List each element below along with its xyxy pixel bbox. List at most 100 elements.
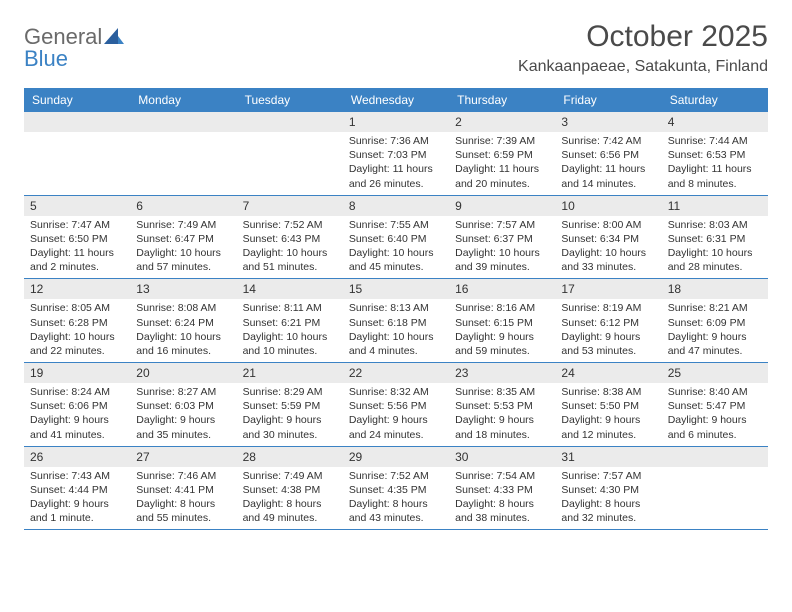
weeks-container: 1Sunrise: 7:36 AMSunset: 7:03 PMDaylight… bbox=[24, 112, 768, 530]
day-cell: 21Sunrise: 8:29 AMSunset: 5:59 PMDayligh… bbox=[237, 363, 343, 446]
daylight-text: Daylight: 8 hours and 32 minutes. bbox=[561, 497, 655, 525]
month-title: October 2025 bbox=[518, 20, 768, 54]
daylight-text: Daylight: 11 hours and 20 minutes. bbox=[455, 162, 549, 190]
daylight-text: Daylight: 10 hours and 39 minutes. bbox=[455, 246, 549, 274]
day-cell: 16Sunrise: 8:16 AMSunset: 6:15 PMDayligh… bbox=[449, 279, 555, 362]
daylight-text: Daylight: 9 hours and 41 minutes. bbox=[30, 413, 124, 441]
daylight-text: Daylight: 10 hours and 16 minutes. bbox=[136, 330, 230, 358]
sunrise-text: Sunrise: 7:52 AM bbox=[243, 218, 337, 232]
daylight-text: Daylight: 8 hours and 38 minutes. bbox=[455, 497, 549, 525]
day-number: 22 bbox=[343, 363, 449, 383]
day-number: 28 bbox=[237, 447, 343, 467]
day-header-mon: Monday bbox=[130, 88, 236, 112]
day-cell: 3Sunrise: 7:42 AMSunset: 6:56 PMDaylight… bbox=[555, 112, 661, 195]
day-number: 12 bbox=[24, 279, 130, 299]
day-number: 20 bbox=[130, 363, 236, 383]
day-cell: 22Sunrise: 8:32 AMSunset: 5:56 PMDayligh… bbox=[343, 363, 449, 446]
day-number: 7 bbox=[237, 196, 343, 216]
daylight-text: Daylight: 10 hours and 57 minutes. bbox=[136, 246, 230, 274]
day-body: Sunrise: 7:43 AMSunset: 4:44 PMDaylight:… bbox=[24, 467, 130, 530]
day-body: Sunrise: 8:24 AMSunset: 6:06 PMDaylight:… bbox=[24, 383, 130, 446]
day-number: 1 bbox=[343, 112, 449, 132]
day-cell: 13Sunrise: 8:08 AMSunset: 6:24 PMDayligh… bbox=[130, 279, 236, 362]
sunset-text: Sunset: 4:38 PM bbox=[243, 483, 337, 497]
day-number: 9 bbox=[449, 196, 555, 216]
day-cell bbox=[662, 447, 768, 530]
daylight-text: Daylight: 9 hours and 30 minutes. bbox=[243, 413, 337, 441]
day-header-sun: Sunday bbox=[24, 88, 130, 112]
title-block: October 2025 Kankaanpaeae, Satakunta, Fi… bbox=[518, 20, 768, 76]
day-number: 31 bbox=[555, 447, 661, 467]
day-body bbox=[662, 467, 768, 473]
day-number: 21 bbox=[237, 363, 343, 383]
day-body: Sunrise: 7:57 AMSunset: 4:30 PMDaylight:… bbox=[555, 467, 661, 530]
daylight-text: Daylight: 9 hours and 53 minutes. bbox=[561, 330, 655, 358]
day-cell: 8Sunrise: 7:55 AMSunset: 6:40 PMDaylight… bbox=[343, 196, 449, 279]
sunrise-text: Sunrise: 8:35 AM bbox=[455, 385, 549, 399]
day-cell: 29Sunrise: 7:52 AMSunset: 4:35 PMDayligh… bbox=[343, 447, 449, 530]
day-cell: 1Sunrise: 7:36 AMSunset: 7:03 PMDaylight… bbox=[343, 112, 449, 195]
day-number: 17 bbox=[555, 279, 661, 299]
sunset-text: Sunset: 6:50 PM bbox=[30, 232, 124, 246]
day-cell: 2Sunrise: 7:39 AMSunset: 6:59 PMDaylight… bbox=[449, 112, 555, 195]
sunset-text: Sunset: 4:30 PM bbox=[561, 483, 655, 497]
daylight-text: Daylight: 8 hours and 55 minutes. bbox=[136, 497, 230, 525]
sunrise-text: Sunrise: 7:57 AM bbox=[455, 218, 549, 232]
sunset-text: Sunset: 6:15 PM bbox=[455, 316, 549, 330]
sunset-text: Sunset: 6:21 PM bbox=[243, 316, 337, 330]
day-body: Sunrise: 8:16 AMSunset: 6:15 PMDaylight:… bbox=[449, 299, 555, 362]
sunset-text: Sunset: 6:34 PM bbox=[561, 232, 655, 246]
header-row: General Blue October 2025 Kankaanpaeae, … bbox=[24, 20, 768, 76]
day-body: Sunrise: 8:00 AMSunset: 6:34 PMDaylight:… bbox=[555, 216, 661, 279]
day-number: 30 bbox=[449, 447, 555, 467]
day-body: Sunrise: 8:29 AMSunset: 5:59 PMDaylight:… bbox=[237, 383, 343, 446]
day-body: Sunrise: 8:21 AMSunset: 6:09 PMDaylight:… bbox=[662, 299, 768, 362]
day-header-tue: Tuesday bbox=[237, 88, 343, 112]
sunrise-text: Sunrise: 7:49 AM bbox=[243, 469, 337, 483]
sunrise-text: Sunrise: 7:55 AM bbox=[349, 218, 443, 232]
sunrise-text: Sunrise: 7:44 AM bbox=[668, 134, 762, 148]
sunset-text: Sunset: 6:40 PM bbox=[349, 232, 443, 246]
day-number: 8 bbox=[343, 196, 449, 216]
sunrise-text: Sunrise: 8:29 AM bbox=[243, 385, 337, 399]
day-body: Sunrise: 7:42 AMSunset: 6:56 PMDaylight:… bbox=[555, 132, 661, 195]
day-body: Sunrise: 8:35 AMSunset: 5:53 PMDaylight:… bbox=[449, 383, 555, 446]
sunrise-text: Sunrise: 8:38 AM bbox=[561, 385, 655, 399]
daylight-text: Daylight: 10 hours and 33 minutes. bbox=[561, 246, 655, 274]
day-cell: 27Sunrise: 7:46 AMSunset: 4:41 PMDayligh… bbox=[130, 447, 236, 530]
day-cell bbox=[237, 112, 343, 195]
day-number bbox=[130, 112, 236, 132]
sunset-text: Sunset: 7:03 PM bbox=[349, 148, 443, 162]
day-cell: 23Sunrise: 8:35 AMSunset: 5:53 PMDayligh… bbox=[449, 363, 555, 446]
day-number: 4 bbox=[662, 112, 768, 132]
sunrise-text: Sunrise: 7:39 AM bbox=[455, 134, 549, 148]
sunset-text: Sunset: 6:47 PM bbox=[136, 232, 230, 246]
daylight-text: Daylight: 11 hours and 14 minutes. bbox=[561, 162, 655, 190]
week-row: 12Sunrise: 8:05 AMSunset: 6:28 PMDayligh… bbox=[24, 279, 768, 363]
sunset-text: Sunset: 6:56 PM bbox=[561, 148, 655, 162]
sunset-text: Sunset: 6:18 PM bbox=[349, 316, 443, 330]
day-body: Sunrise: 7:55 AMSunset: 6:40 PMDaylight:… bbox=[343, 216, 449, 279]
sunrise-text: Sunrise: 7:49 AM bbox=[136, 218, 230, 232]
daylight-text: Daylight: 9 hours and 59 minutes. bbox=[455, 330, 549, 358]
day-number: 10 bbox=[555, 196, 661, 216]
sunrise-text: Sunrise: 7:43 AM bbox=[30, 469, 124, 483]
daylight-text: Daylight: 9 hours and 1 minute. bbox=[30, 497, 124, 525]
sunrise-text: Sunrise: 8:21 AM bbox=[668, 301, 762, 315]
daylight-text: Daylight: 9 hours and 47 minutes. bbox=[668, 330, 762, 358]
sunrise-text: Sunrise: 8:16 AM bbox=[455, 301, 549, 315]
day-body: Sunrise: 7:49 AMSunset: 4:38 PMDaylight:… bbox=[237, 467, 343, 530]
week-row: 26Sunrise: 7:43 AMSunset: 4:44 PMDayligh… bbox=[24, 447, 768, 531]
day-number: 26 bbox=[24, 447, 130, 467]
daylight-text: Daylight: 8 hours and 43 minutes. bbox=[349, 497, 443, 525]
day-body: Sunrise: 7:52 AMSunset: 4:35 PMDaylight:… bbox=[343, 467, 449, 530]
day-cell: 10Sunrise: 8:00 AMSunset: 6:34 PMDayligh… bbox=[555, 196, 661, 279]
day-body: Sunrise: 8:13 AMSunset: 6:18 PMDaylight:… bbox=[343, 299, 449, 362]
sunset-text: Sunset: 5:50 PM bbox=[561, 399, 655, 413]
day-cell: 17Sunrise: 8:19 AMSunset: 6:12 PMDayligh… bbox=[555, 279, 661, 362]
sunrise-text: Sunrise: 7:52 AM bbox=[349, 469, 443, 483]
day-number: 24 bbox=[555, 363, 661, 383]
day-body: Sunrise: 7:52 AMSunset: 6:43 PMDaylight:… bbox=[237, 216, 343, 279]
sunset-text: Sunset: 6:06 PM bbox=[30, 399, 124, 413]
day-header-thu: Thursday bbox=[449, 88, 555, 112]
